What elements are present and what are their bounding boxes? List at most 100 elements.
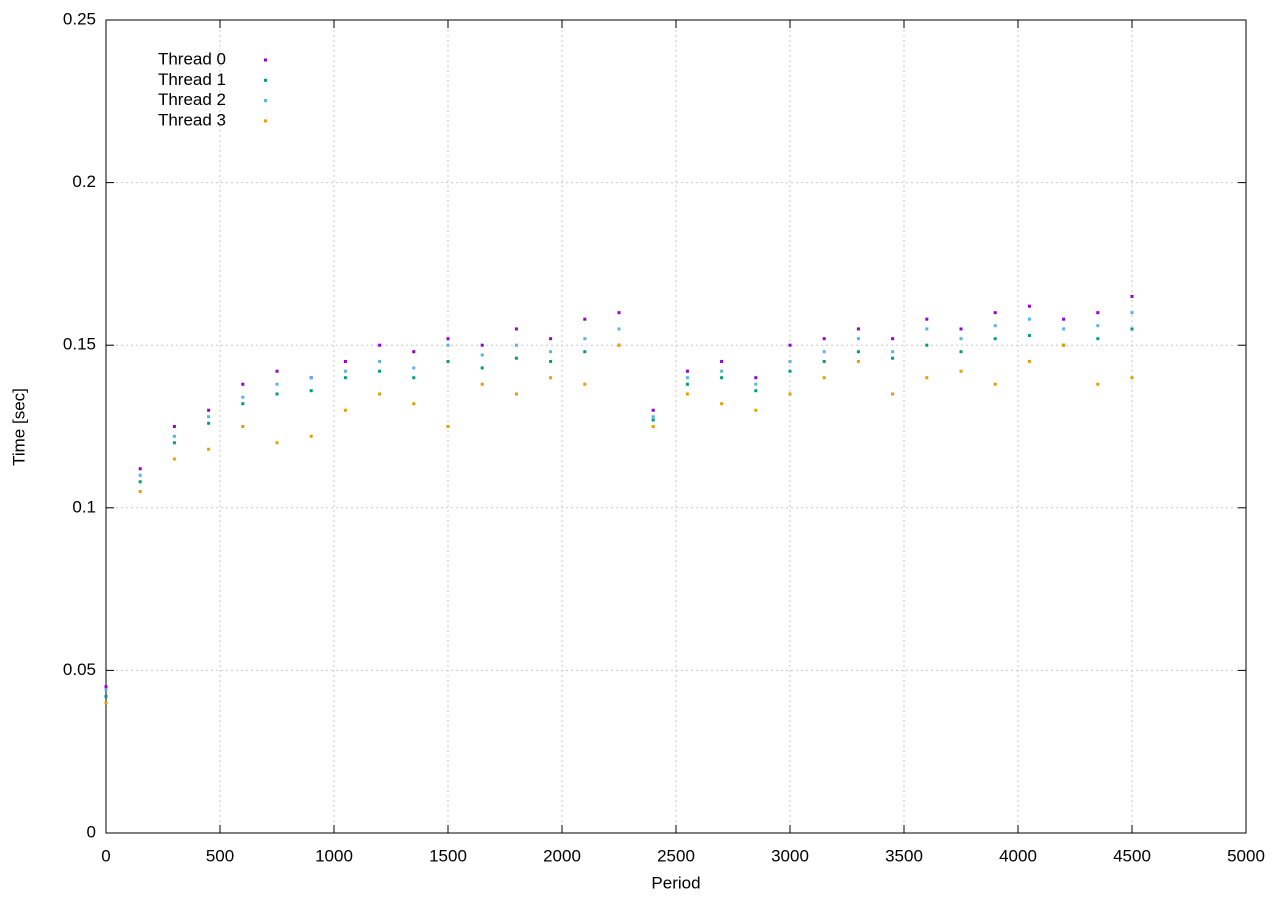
point — [856, 337, 860, 341]
point — [617, 311, 621, 315]
point — [549, 359, 553, 363]
point — [104, 694, 108, 698]
point — [959, 337, 963, 341]
legend-marker — [264, 119, 267, 123]
point — [207, 415, 211, 419]
point — [959, 327, 963, 331]
point — [1096, 311, 1100, 315]
point — [241, 425, 245, 428]
point — [343, 376, 347, 380]
point — [549, 376, 553, 380]
point — [1130, 294, 1134, 298]
point — [1096, 324, 1100, 328]
point — [720, 359, 724, 363]
x-tick-label: 3000 — [771, 846, 809, 865]
point — [1096, 382, 1100, 386]
point — [378, 343, 382, 347]
point — [446, 359, 450, 363]
point — [138, 473, 142, 477]
point — [617, 343, 621, 347]
point — [1027, 317, 1031, 321]
legend-label: Thread 3 — [158, 110, 226, 129]
point — [788, 369, 792, 373]
point — [583, 350, 587, 354]
point — [959, 369, 963, 373]
point — [378, 369, 382, 373]
y-tick-label: 0.05 — [63, 660, 96, 679]
x-tick-label: 1500 — [429, 846, 467, 865]
point — [1062, 327, 1066, 331]
point — [822, 350, 826, 354]
point — [549, 350, 553, 354]
y-tick-label: 0.15 — [63, 335, 96, 354]
point — [925, 317, 929, 321]
point — [583, 337, 587, 341]
point — [138, 480, 142, 484]
point — [207, 408, 211, 412]
point — [480, 343, 484, 347]
y-tick-label: 0 — [87, 822, 96, 841]
point — [788, 343, 792, 347]
point — [207, 421, 211, 425]
point — [685, 382, 689, 386]
point — [1130, 311, 1134, 315]
point — [104, 701, 108, 705]
point — [549, 337, 553, 341]
point — [207, 447, 211, 451]
point — [1062, 317, 1066, 321]
point — [651, 408, 655, 412]
point — [617, 327, 621, 331]
point — [309, 389, 313, 393]
point — [275, 441, 279, 445]
legend-marker — [264, 58, 267, 62]
point — [891, 356, 895, 360]
legend-label: Thread 0 — [158, 49, 226, 68]
point — [241, 382, 245, 386]
point — [343, 369, 347, 373]
point — [856, 350, 860, 354]
point — [412, 402, 416, 406]
legend-label: Thread 2 — [158, 90, 226, 109]
x-tick-label: 1000 — [315, 846, 353, 865]
point — [720, 369, 724, 373]
point — [378, 359, 382, 363]
point — [275, 382, 279, 386]
point — [720, 376, 724, 380]
point — [754, 382, 758, 386]
point — [993, 337, 997, 341]
point — [822, 359, 826, 363]
point — [104, 688, 108, 692]
point — [788, 392, 792, 396]
point — [754, 389, 758, 393]
y-tick-label: 0.1 — [72, 497, 96, 516]
x-tick-label: 2000 — [543, 846, 581, 865]
point — [651, 415, 655, 419]
point — [446, 343, 450, 347]
y-axis-label: Time [sec] — [9, 388, 28, 466]
point — [275, 369, 279, 373]
point — [891, 350, 895, 354]
plot-border — [105, 19, 1247, 834]
point — [1062, 343, 1066, 347]
point — [891, 337, 895, 341]
point — [651, 425, 655, 428]
point — [685, 376, 689, 380]
point — [925, 376, 929, 380]
x-tick-label: 5000 — [1227, 846, 1265, 865]
point — [343, 359, 347, 363]
point — [241, 402, 245, 406]
point — [1130, 327, 1134, 331]
point — [822, 337, 826, 341]
point — [925, 327, 929, 331]
legend-marker — [264, 78, 267, 82]
point — [480, 353, 484, 357]
point — [583, 317, 587, 321]
legend-label: Thread 1 — [158, 70, 226, 89]
point — [754, 376, 758, 380]
x-tick-label: 4000 — [999, 846, 1037, 865]
point — [788, 359, 792, 363]
point — [891, 392, 895, 396]
x-tick-label: 4500 — [1113, 846, 1151, 865]
